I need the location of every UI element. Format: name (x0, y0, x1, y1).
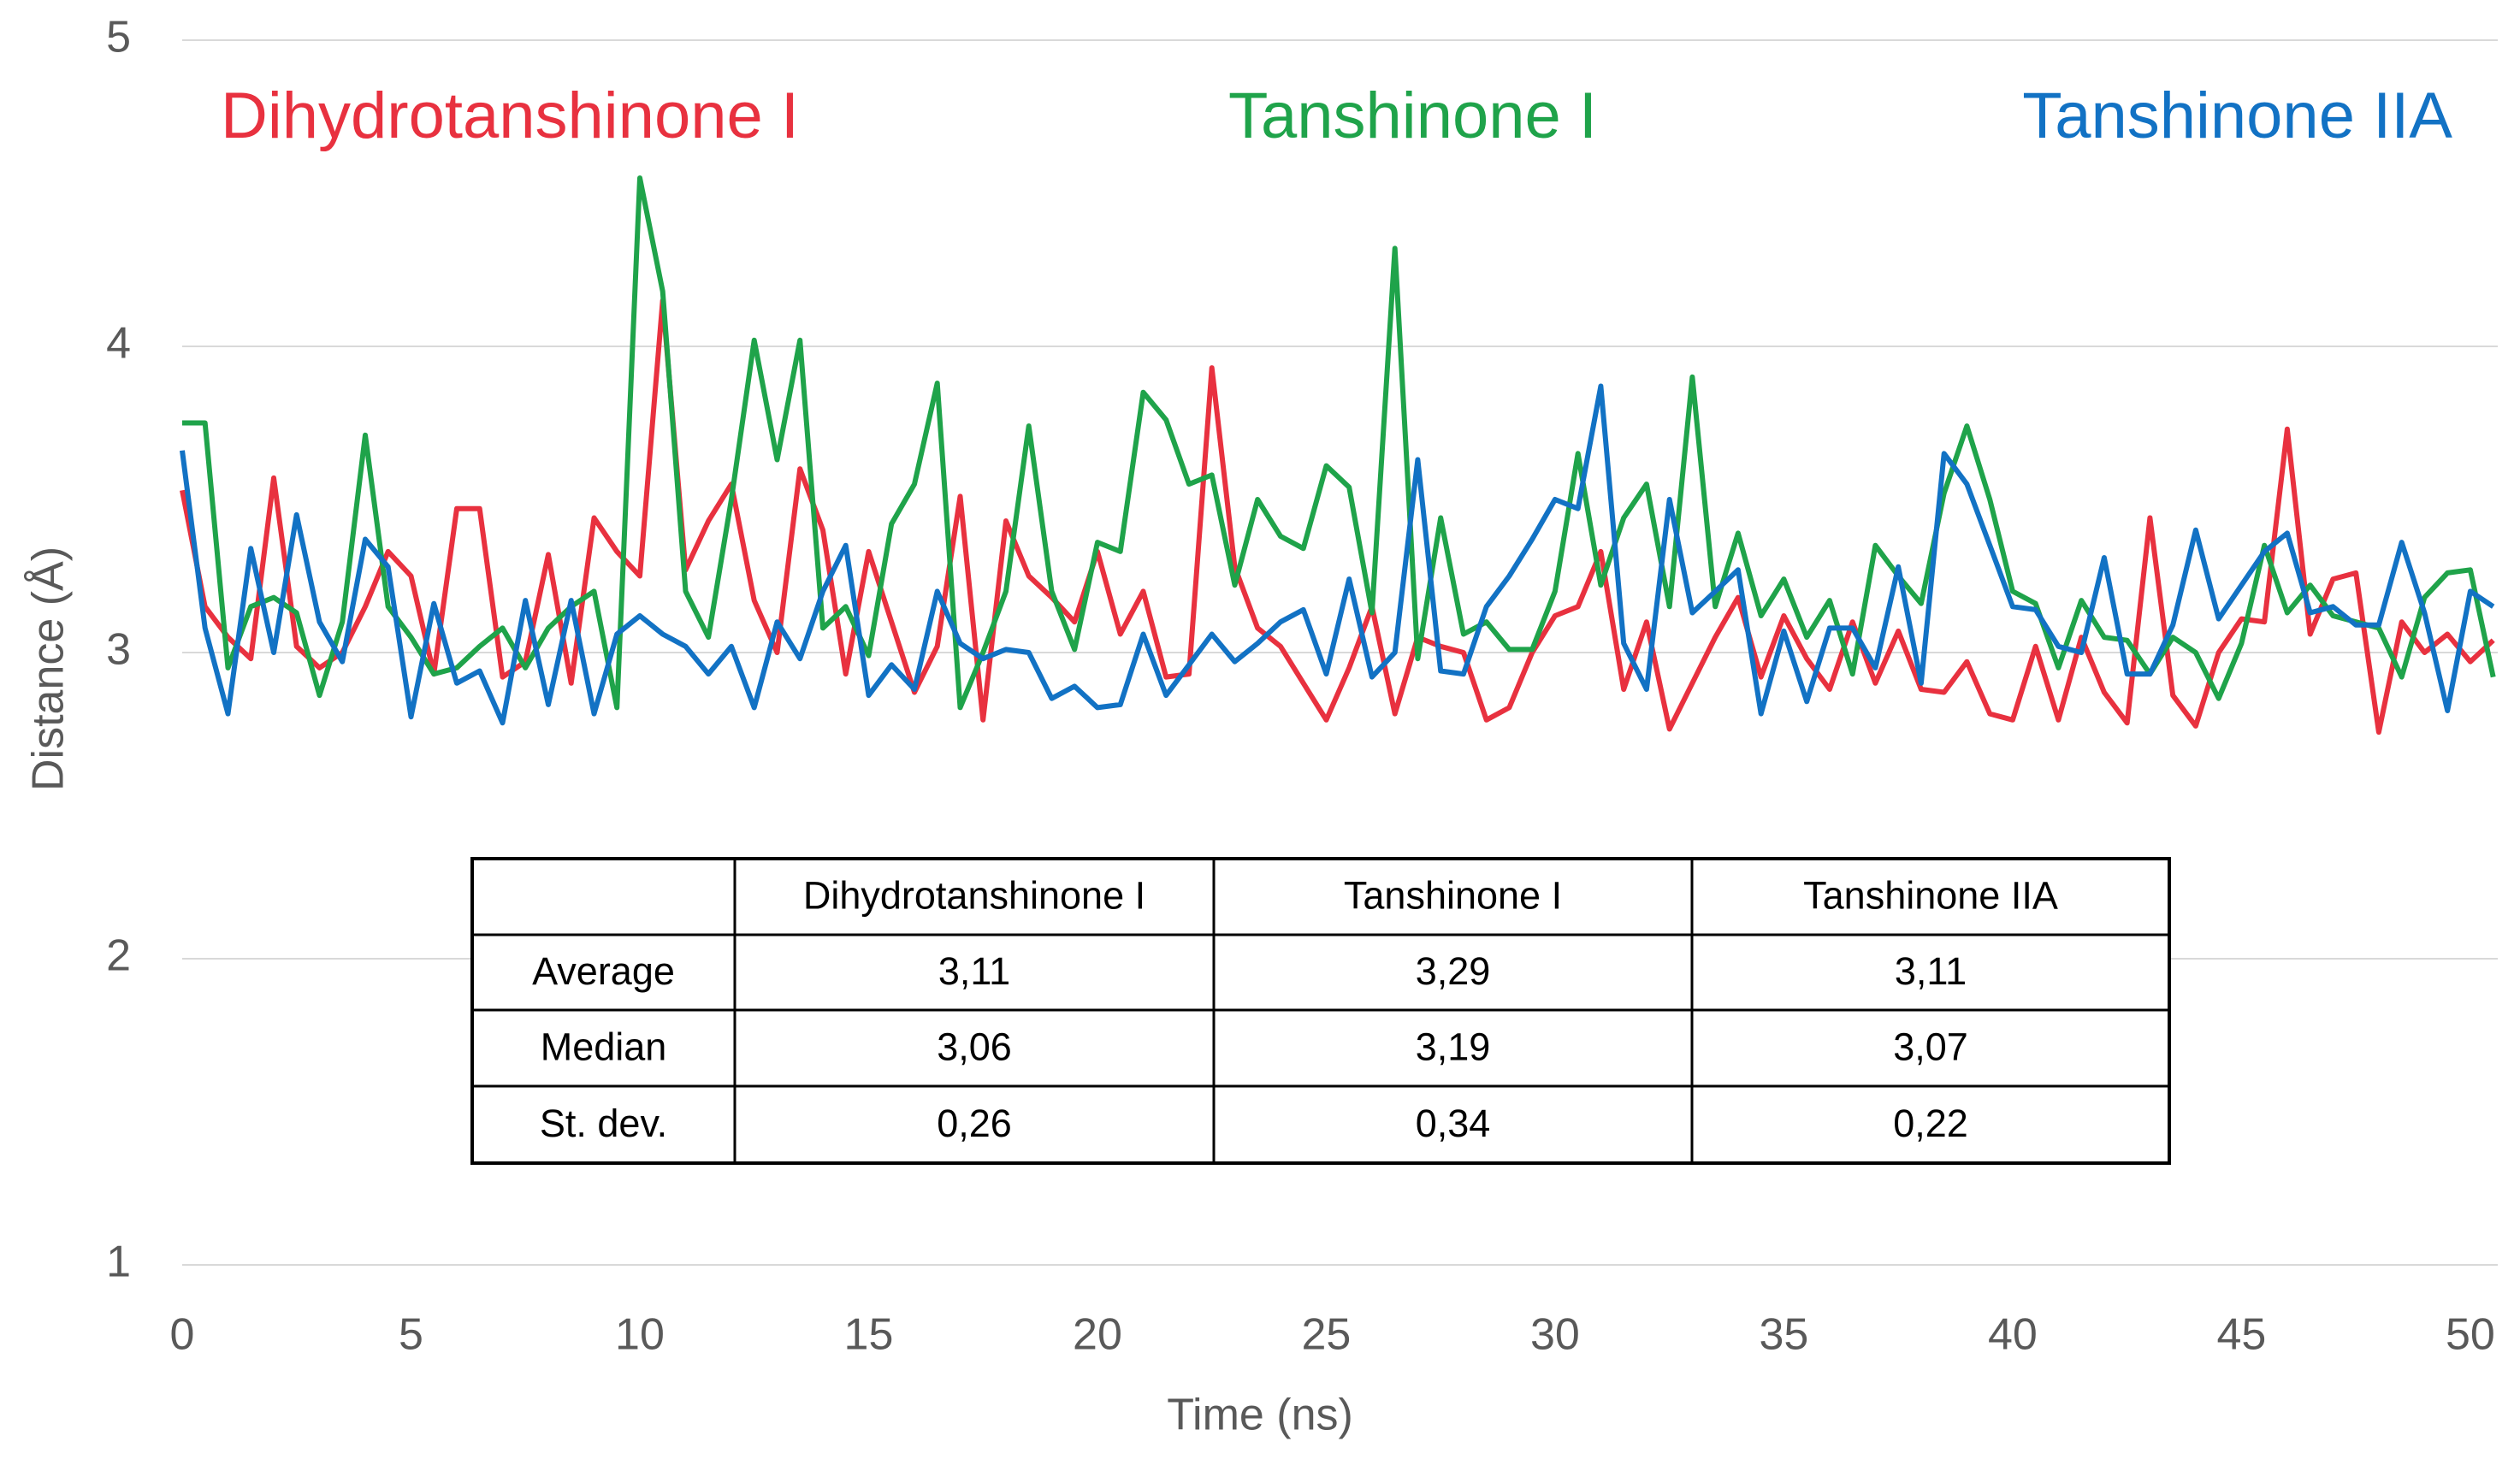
table-cell: Average (532, 949, 675, 993)
table-cell: 3,07 (1893, 1025, 1968, 1068)
legend-label: Tanshinone IIA (2022, 80, 2452, 152)
y-tick-label: 5 (106, 13, 131, 62)
table-cell: 3,19 (1416, 1025, 1491, 1068)
y-tick-label: 3 (106, 625, 131, 675)
table-cell: 3,11 (1895, 949, 1967, 993)
x-tick-label: 0 (170, 1310, 195, 1360)
legend-label: Dihydrotanshinone I (221, 80, 799, 152)
table-cell: 0,26 (937, 1102, 1012, 1145)
x-tick-label: 40 (1988, 1310, 2038, 1360)
series-line (180, 383, 2495, 726)
x-tick-label: 30 (1530, 1310, 1580, 1360)
table-cell: St. dev. (540, 1102, 667, 1145)
x-tick-label: 50 (2446, 1310, 2495, 1360)
y-axis-label: Distance (Å) (24, 546, 74, 791)
table-header: Tanshinone I (1344, 873, 1562, 917)
x-tick-label: 25 (1302, 1310, 1352, 1360)
x-tick-label: 35 (1760, 1310, 1809, 1360)
series-line (180, 298, 2495, 736)
table-cell: 3,06 (937, 1025, 1012, 1068)
x-tick-label: 20 (1073, 1310, 1122, 1360)
x-tick-label: 10 (615, 1310, 665, 1360)
y-tick-label: 4 (106, 319, 131, 369)
y-tick-label: 2 (106, 931, 131, 981)
stats-table: Dihydrotanshinone I Tanshinone I Tanshinon… (470, 857, 2171, 1165)
x-tick-label: 45 (2216, 1310, 2266, 1360)
x-tick-label: 15 (844, 1310, 894, 1360)
x-axis-label: Time (ns) (1167, 1391, 1353, 1440)
table-cell: 3,29 (1416, 949, 1491, 993)
table-cell: 0,34 (1416, 1102, 1491, 1145)
table-header: Dihydrotanshinone I (803, 873, 1145, 917)
table-header: Tanshinone IIA (1803, 873, 2058, 917)
table-cell: Median (541, 1025, 667, 1068)
y-tick-label: 1 (106, 1238, 131, 1287)
x-tick-label: 5 (399, 1310, 423, 1360)
table-cell: 0,22 (1893, 1102, 1968, 1145)
table-cell: 3,11 (938, 949, 1010, 993)
legend-label: Tanshinone I (1228, 80, 1597, 152)
